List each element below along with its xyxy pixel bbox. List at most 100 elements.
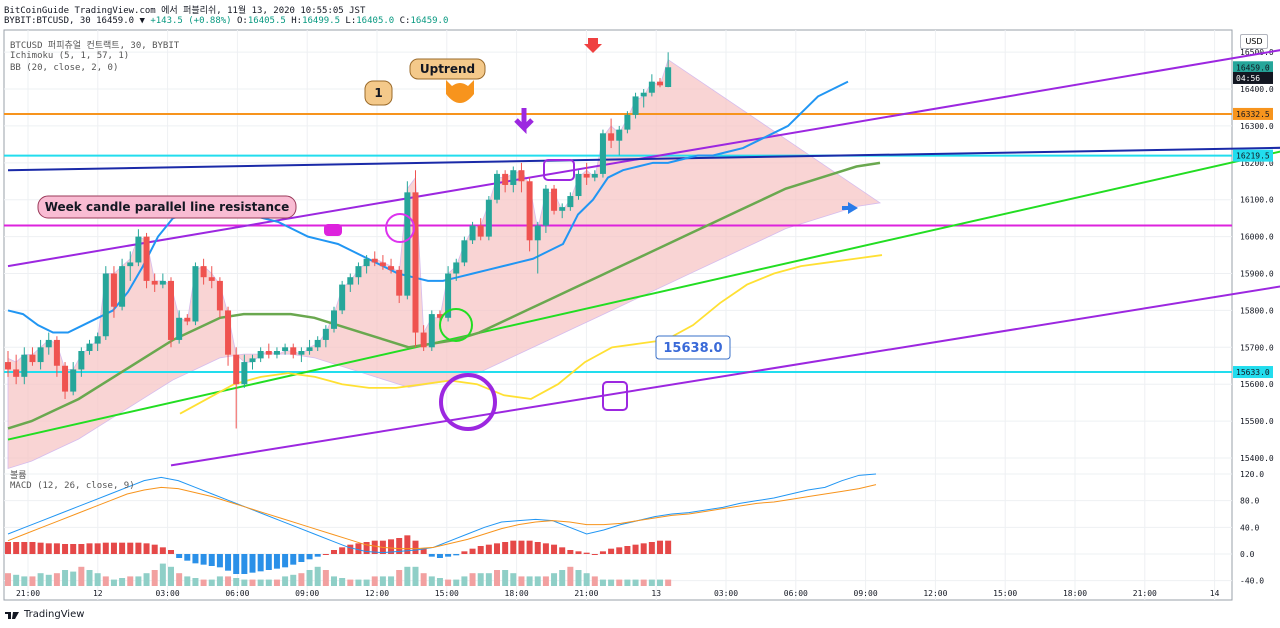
macd-histogram-bar: [298, 554, 305, 562]
candle-body: [306, 347, 313, 351]
volume-bar: [559, 570, 566, 586]
small-cat-icon: [324, 224, 342, 236]
volume-bar: [119, 578, 126, 586]
macd-histogram-bar: [45, 543, 52, 554]
macd-histogram-bar: [624, 546, 631, 554]
candle-body: [298, 351, 305, 355]
candle-body: [608, 133, 615, 141]
macd-histogram-bar: [665, 540, 672, 554]
time-tick-label: 06:00: [225, 589, 249, 598]
volume-bar: [159, 563, 166, 586]
macd-tick-label: 0.0: [1240, 550, 1255, 559]
time-tick-label: 12: [93, 589, 103, 598]
macd-histogram-bar: [127, 542, 134, 554]
macd-histogram-bar: [200, 554, 207, 565]
macd-histogram-bar: [249, 554, 256, 573]
price-tick-label: 16200.0: [1240, 159, 1274, 168]
macd-histogram-bar: [233, 554, 240, 574]
volume-bar: [657, 579, 663, 586]
macd-tick-label: 40.0: [1240, 523, 1259, 532]
one-callout-box: [364, 80, 393, 106]
candle-body: [257, 351, 264, 359]
symbol-line: BYBIT:BTCUSD, 30 16459.0 ▼: [4, 16, 145, 26]
candle-body: [583, 173, 590, 178]
macd-histogram-bar: [445, 554, 452, 557]
volume-bar: [347, 579, 354, 586]
volume-bar: [445, 579, 452, 586]
volume-bar: [404, 566, 411, 586]
time-tick-label: 12:00: [923, 589, 947, 598]
macd-histogram-bar: [241, 554, 248, 574]
candle-body: [518, 170, 525, 182]
volume-bar: [233, 578, 240, 586]
down-arrow-icon: [514, 108, 534, 135]
candle-body: [53, 339, 60, 366]
candle-body: [388, 266, 395, 270]
macd-histogram-bar: [575, 551, 582, 554]
candle-body: [127, 262, 134, 267]
legend-ichimoku[interactable]: Ichimoku (5, 1, 57, 1): [10, 51, 130, 61]
volume-bar: [542, 576, 549, 586]
time-tick-label: 12:00: [365, 589, 389, 598]
candle-body: [70, 369, 77, 392]
macd-histogram-bar: [37, 542, 44, 554]
macd-histogram-bar: [94, 543, 101, 554]
uptrend-callout-text: Uptrend: [420, 62, 475, 76]
macd-histogram-bar: [599, 551, 606, 554]
legend-macd[interactable]: MACD (12, 26, close, 9): [10, 481, 135, 491]
volume-bar: [494, 570, 500, 586]
candle-body: [184, 317, 191, 322]
legend-volume[interactable]: 볼륨: [10, 471, 27, 481]
macd-histogram-bar: [453, 554, 460, 556]
candle-body: [453, 262, 460, 274]
macd-histogram-bar: [265, 554, 272, 570]
candle-body: [290, 347, 297, 355]
time-tick-label: 09:00: [295, 589, 319, 598]
time-tick-label: 14: [1210, 589, 1220, 598]
close-value: 16459.0: [410, 16, 449, 26]
macd-histogram-bar: [551, 544, 558, 554]
volume-bar: [510, 573, 517, 586]
macd-histogram-bar: [159, 547, 166, 554]
volume-bar: [608, 579, 615, 586]
candle-body: [502, 173, 509, 185]
candle-body: [143, 236, 150, 281]
volume-bar: [518, 576, 525, 586]
macd-histogram-bar: [135, 542, 142, 554]
currency-button[interactable]: USD: [1240, 34, 1268, 49]
resistance-callout-box: [37, 195, 297, 219]
volume-bar: [225, 576, 232, 586]
volume-bar: [94, 573, 101, 586]
tradingview-logo-icon: [5, 612, 19, 619]
trend-line: [7, 146, 1280, 172]
volume-bar: [78, 566, 85, 586]
price-label-text: 16219.5: [1236, 152, 1270, 161]
macd-histogram-bar: [78, 544, 85, 554]
candle-body: [624, 114, 631, 130]
macd-tick-label: -40.0: [1240, 577, 1264, 586]
volume-bar: [200, 579, 207, 586]
macd-histogram-bar: [461, 551, 468, 554]
volume-bar: [29, 576, 36, 586]
macd-histogram-bar: [273, 554, 280, 569]
volume-bar: [314, 566, 321, 586]
price-label-text: 16459.0: [1236, 63, 1270, 72]
candle-body: [159, 280, 166, 285]
price-tick-label: 15600.0: [1240, 380, 1274, 389]
legend-bollinger[interactable]: BB (20, close, 2, 0): [10, 63, 119, 73]
macd-histogram-bar: [404, 535, 411, 554]
candle-body: [37, 347, 44, 363]
trend-line: [170, 285, 1280, 467]
price-tick-label: 16100.0: [1240, 196, 1274, 205]
candle-body: [436, 314, 443, 318]
trend-line: [7, 150, 1280, 441]
price-tick-label: 15700.0: [1240, 343, 1274, 352]
volume-bar: [265, 579, 272, 586]
candle-body: [200, 266, 207, 278]
candle-body: [355, 266, 362, 278]
candle-body: [331, 310, 337, 329]
lagging-span-line: [179, 254, 883, 415]
price-label-tag: [1233, 366, 1273, 379]
